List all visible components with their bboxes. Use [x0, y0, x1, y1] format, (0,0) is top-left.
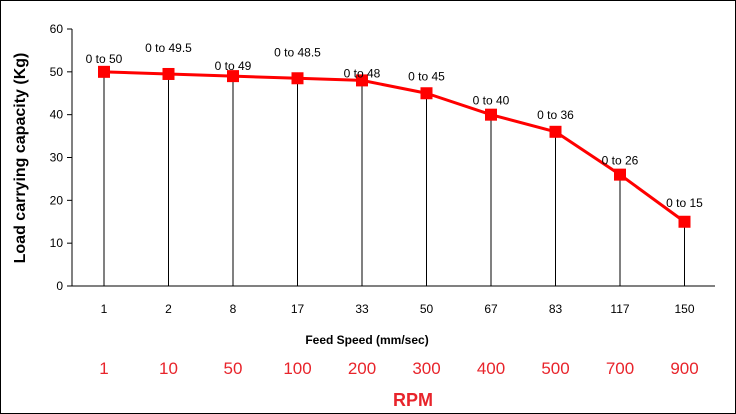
rpm-tick-label: 100 [283, 359, 311, 378]
rpm-tick-label: 700 [606, 359, 634, 378]
y-tick-label: 20 [50, 193, 64, 207]
labels: 1 10 50 100 200 300 400 500 700 900 0 to 50 0 to 49… [86, 41, 704, 378]
x-tick-label: 33 [355, 302, 369, 316]
data-label: 0 to 40 [473, 94, 510, 108]
data-label: 0 to 49.5 [145, 41, 192, 55]
data-label: 0 to 36 [537, 108, 574, 122]
data-point-marker [98, 65, 110, 78]
data-point-marker [162, 67, 175, 80]
rpm-tick-label: 400 [477, 359, 505, 378]
axes: 0 10 20 30 40 50 60 1 2 8 17 33 50 67 83 117 150 [50, 22, 715, 316]
data-point-marker [227, 70, 239, 83]
rpm-tick-label: 500 [541, 359, 569, 378]
data-point-marker [420, 87, 433, 100]
rpm-tick-label: 900 [670, 359, 698, 378]
data-point-marker [549, 125, 562, 138]
x-axis-label: Feed Speed (mm/sec) [305, 333, 428, 347]
data-label: 0 to 26 [602, 154, 639, 168]
drop-lines [103, 71, 685, 286]
data-label: 0 to 48 [344, 66, 381, 80]
rpm-tick-label: 50 [224, 359, 243, 378]
data-label: 0 to 15 [666, 196, 703, 210]
x-tick-label: 2 [165, 302, 172, 316]
series-line [103, 70, 686, 223]
rpm-axis-label: RPM [393, 390, 433, 410]
y-axis-label: Load carrying capacity (Kg) [12, 53, 29, 264]
y-tick-label: 60 [50, 22, 64, 36]
data-point-marker [614, 168, 626, 181]
x-tick-label: 1 [101, 302, 108, 316]
x-tick-label: 17 [291, 302, 305, 316]
x-tick-label: 150 [674, 302, 694, 316]
data-point-marker [485, 108, 497, 121]
y-tick-label: 0 [56, 279, 63, 293]
data-point-marker [678, 215, 691, 228]
series-line-group [98, 65, 691, 228]
x-tick-label: 8 [230, 302, 237, 316]
rpm-tick-label: 1 [99, 359, 108, 378]
y-tick-label: 50 [50, 65, 64, 79]
data-label: 0 to 48.5 [274, 45, 321, 59]
y-tick-label: 40 [50, 108, 64, 122]
data-point-marker [356, 74, 368, 87]
x-tick-label: 67 [484, 302, 498, 316]
rpm-tick-label: 200 [348, 359, 376, 378]
x-tick-label: 117 [610, 302, 629, 316]
x-tick-label: 50 [420, 302, 434, 316]
data-label: 0 to 45 [408, 69, 445, 83]
data-label: 0 to 50 [86, 52, 123, 66]
y-tick-label: 30 [50, 151, 64, 165]
data-label: 0 to 49 [215, 59, 252, 73]
x-tick-label: 83 [549, 302, 563, 316]
y-tick-label: 10 [50, 236, 64, 250]
data-point-marker [291, 72, 304, 85]
rpm-tick-label: 300 [412, 359, 440, 378]
rpm-tick-label: 10 [159, 359, 178, 378]
